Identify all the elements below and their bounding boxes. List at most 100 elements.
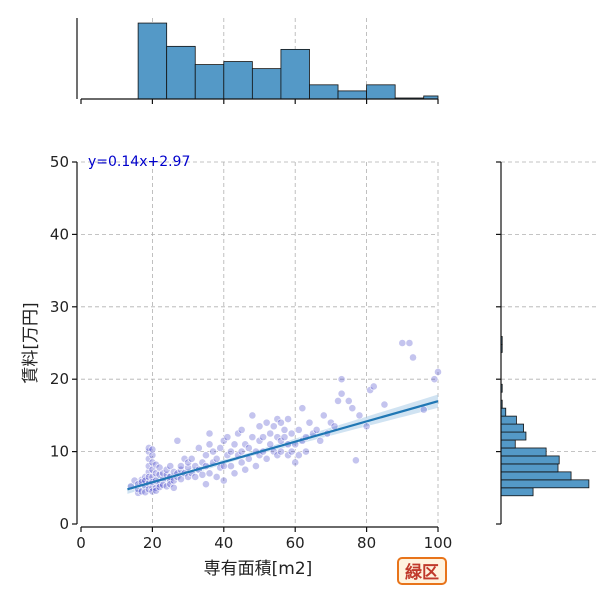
x-axis-title: 専有面積[m2]	[204, 559, 313, 579]
scatter-point	[409, 353, 417, 362]
scatter-point	[434, 368, 442, 376]
scatter-point	[230, 469, 239, 478]
scatter-point	[337, 389, 346, 398]
scatter-point	[291, 458, 300, 467]
x-tick-label: 20	[143, 534, 162, 552]
right-hist-bar	[500, 415, 517, 425]
scatter-point	[344, 397, 353, 405]
scatter-point	[294, 451, 303, 460]
scatter-point	[194, 444, 203, 452]
scatter-point	[266, 440, 275, 449]
scatter-point	[380, 400, 389, 409]
scatter-point	[237, 458, 246, 467]
scatter-point	[227, 447, 235, 456]
scatter-point	[348, 404, 357, 413]
right-hist-bar	[500, 439, 516, 449]
top-marginal-histogram	[76, 18, 439, 104]
scatter-point	[230, 440, 239, 449]
scatter-point	[205, 429, 214, 438]
scatter-point	[237, 447, 246, 456]
scatter-point	[148, 445, 157, 454]
right-hist-bar	[500, 479, 590, 489]
right-hist-bar	[500, 455, 560, 465]
scatter-point	[255, 422, 264, 431]
scatter-point	[166, 462, 175, 470]
scatter-point	[237, 425, 246, 434]
scatter-point	[248, 433, 257, 442]
scatter-point	[316, 436, 325, 445]
x-tick-label: 0	[76, 534, 86, 552]
scatter-point	[177, 462, 185, 470]
top-hist-bar	[280, 48, 310, 100]
scatter-point	[205, 440, 214, 449]
scatter-point	[266, 429, 275, 438]
scatter-point	[177, 475, 185, 484]
top-hist-bar	[337, 90, 368, 100]
scatter-point	[216, 444, 225, 452]
scatter-point	[287, 447, 296, 456]
scatter-point	[280, 425, 289, 434]
scatter-point	[202, 480, 210, 489]
right-marginal-histogram	[496, 161, 596, 525]
top-hist-bar	[251, 68, 282, 100]
regression-line	[127, 400, 439, 491]
scatter-point	[169, 483, 178, 492]
ward-badge: 緑区	[397, 557, 447, 585]
scatter-point	[398, 339, 407, 347]
y-tick-label: 30	[50, 298, 69, 316]
scatter-point	[252, 462, 260, 470]
scatter-point	[259, 433, 267, 442]
x-tick-label: 100	[424, 534, 453, 552]
scatter-point	[227, 462, 235, 470]
x-tick-label: 60	[286, 534, 305, 552]
scatter-point	[202, 451, 210, 460]
y-axis-title: 賃料[万円]	[21, 302, 41, 383]
top-hist-bar	[223, 61, 253, 100]
scatter-point	[294, 425, 303, 434]
scatter-point	[262, 418, 271, 427]
scatter-point	[430, 375, 439, 384]
scatter-point	[148, 451, 157, 460]
scatter-point	[212, 454, 221, 463]
scatter-point	[262, 454, 271, 463]
scatter-point	[277, 447, 285, 456]
y-tick-label: 50	[50, 153, 69, 171]
right-hist-bar	[500, 487, 534, 497]
scatter-point	[355, 411, 364, 420]
scatter-point	[305, 418, 314, 427]
scatter-point	[191, 473, 200, 481]
x-tick-label: 80	[357, 534, 376, 552]
regression-group	[127, 400, 439, 491]
scatter-point	[298, 404, 307, 413]
scatter-point	[219, 476, 228, 485]
scatter-point	[187, 454, 196, 463]
scatter-point	[277, 418, 285, 427]
top-hist-bar	[309, 84, 339, 100]
scatter-point	[269, 422, 278, 431]
scatter-point	[302, 447, 310, 456]
y-tick-label: 10	[50, 443, 69, 461]
scatter-point	[241, 465, 250, 474]
scatter-point	[244, 444, 253, 452]
right-hist-bar	[500, 423, 524, 433]
scatter-point	[319, 411, 328, 420]
y-tick-label: 40	[50, 225, 69, 243]
scatter-point	[312, 425, 321, 434]
scatter-point	[351, 456, 360, 465]
top-hist-bar	[366, 84, 396, 100]
scatter-point	[337, 375, 346, 384]
scatter-point	[198, 470, 207, 479]
scatter-point	[173, 436, 182, 445]
scatter-point	[212, 473, 221, 481]
scatter-point	[280, 433, 289, 442]
right-hist-bar	[500, 447, 547, 457]
scatter-point	[287, 429, 296, 438]
scatter-point	[248, 411, 257, 420]
y-tick-label: 0	[59, 515, 69, 533]
top-hist-bar	[137, 22, 168, 100]
scatter-point	[205, 469, 214, 478]
scatter-point	[362, 422, 371, 431]
scatter-point	[209, 447, 217, 456]
